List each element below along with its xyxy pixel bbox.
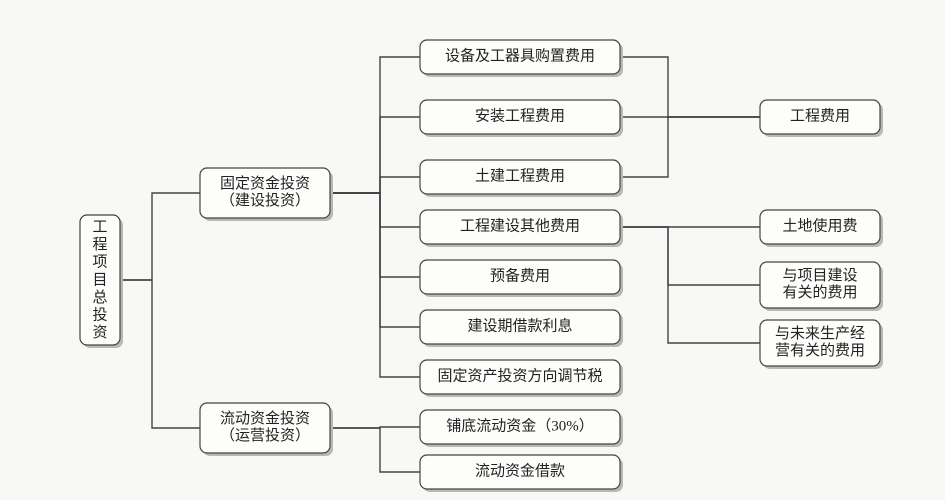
edge-root-flow — [120, 280, 200, 428]
node-root-char-2: 项 — [92, 254, 107, 271]
node-fixed-line-0: 固定资金投资 — [220, 175, 310, 192]
node-r1: 工程费用 — [760, 100, 883, 137]
node-c6-line-0: 建设期借款利息 — [467, 317, 572, 334]
node-c6: 建设期借款利息 — [420, 310, 623, 347]
node-r3-line-0: 与项目建设 — [782, 267, 857, 284]
nodes: 工程项目总投资 固定资金投资（建设投资） 流动资金投资（运营投资） 设备及工器具购置费… — [80, 40, 883, 492]
node-r1-line-0: 工程费用 — [790, 107, 850, 124]
node-c7: 固定资产投资方向调节税 — [420, 360, 623, 397]
node-c5: 预备费用 — [420, 260, 623, 297]
node-r4-line-0: 与未来生产经 — [775, 325, 865, 342]
node-r4-line-1: 营有关的费用 — [775, 342, 865, 359]
node-r2: 土地使用费 — [760, 210, 883, 247]
node-f2-line-0: 流动资金借款 — [475, 462, 565, 479]
edge-fixed-c3 — [330, 177, 420, 193]
node-root-char-0: 工 — [92, 220, 107, 236]
node-r4: 与未来生产经营有关的费用 — [760, 320, 883, 369]
edge-c1-r1 — [620, 57, 760, 117]
edge-c4-r3 — [620, 227, 760, 285]
edge-root-fixed — [120, 193, 200, 280]
node-r2-line-0: 土地使用费 — [782, 217, 857, 234]
node-root-char-6: 资 — [92, 324, 107, 341]
node-root-char-1: 程 — [92, 236, 107, 253]
node-c4: 工程建设其他费用 — [420, 210, 623, 247]
edge-fixed-c7 — [330, 193, 420, 377]
edge-c3-r1 — [620, 117, 760, 177]
edge-fixed-c6 — [330, 193, 420, 327]
node-f1: 铺底流动资金（30%） — [420, 410, 623, 447]
edge-fixed-c1 — [330, 57, 420, 193]
node-c1: 设备及工器具购置费用 — [420, 40, 623, 77]
node-fixed-line-1: （建设投资） — [220, 192, 310, 209]
node-f2: 流动资金借款 — [420, 455, 623, 492]
node-flow: 流动资金投资（运营投资） — [200, 403, 333, 456]
node-flow-line-1: （运营投资） — [220, 427, 310, 444]
node-root-char-3: 目 — [92, 272, 107, 288]
node-c5-line-0: 预备费用 — [490, 267, 550, 284]
edge-fixed-c5 — [330, 193, 420, 277]
node-f1-line-0: 铺底流动资金（30%） — [446, 417, 594, 434]
node-c3-line-0: 土建工程费用 — [475, 167, 565, 184]
tree-diagram: 工程项目总投资 固定资金投资（建设投资） 流动资金投资（运营投资） 设备及工器具购置费… — [0, 0, 945, 500]
node-root-char-5: 投 — [92, 306, 107, 323]
edge-fixed-c2 — [330, 117, 420, 193]
node-c2-line-0: 安装工程费用 — [475, 107, 565, 124]
node-r3-line-1: 有关的费用 — [782, 284, 857, 301]
node-c3: 土建工程费用 — [420, 160, 623, 197]
edge-fixed-c4 — [330, 193, 420, 227]
node-r3: 与项目建设有关的费用 — [760, 262, 883, 311]
edge-flow-f2 — [330, 428, 420, 472]
node-c1-line-0: 设备及工器具购置费用 — [445, 47, 595, 64]
node-flow-line-0: 流动资金投资 — [220, 410, 310, 427]
node-c4-line-0: 工程建设其他费用 — [460, 217, 580, 234]
node-fixed: 固定资金投资（建设投资） — [200, 168, 333, 221]
node-root: 工程项目总投资 — [80, 215, 123, 348]
node-c7-line-0: 固定资产投资方向调节税 — [437, 367, 602, 384]
node-c2: 安装工程费用 — [420, 100, 623, 137]
node-root-char-4: 总 — [92, 289, 107, 306]
